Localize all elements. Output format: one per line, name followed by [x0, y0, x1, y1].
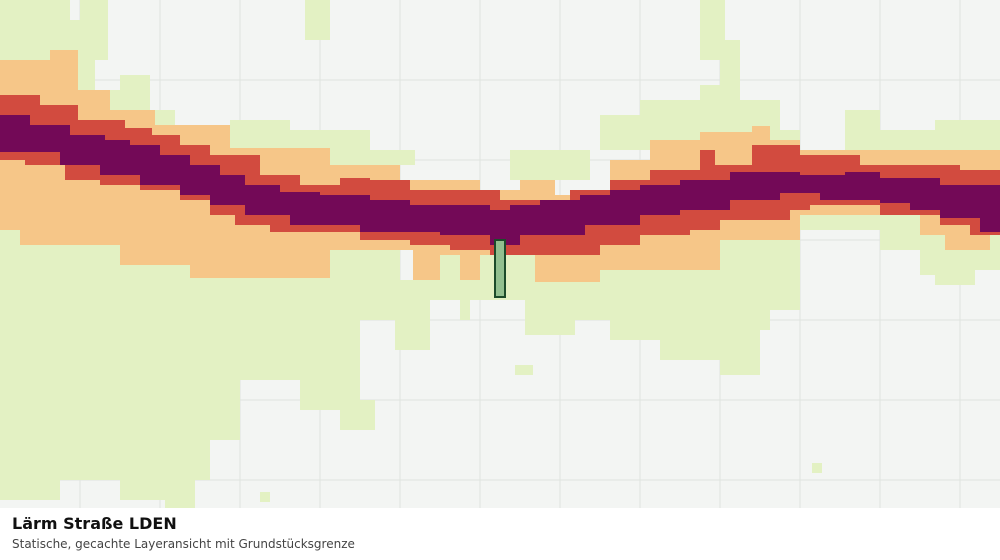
noise-zone-very-high: [0, 115, 1000, 245]
map-view: [0, 0, 1000, 508]
parcel-boundary: [494, 239, 506, 298]
caption-panel: Lärm Straße LDEN Statische, gecachte Lay…: [0, 508, 1000, 560]
layer-title: Lärm Straße LDEN: [12, 514, 177, 533]
layer-subtitle: Statische, gecachte Layeransicht mit Gru…: [12, 537, 355, 551]
